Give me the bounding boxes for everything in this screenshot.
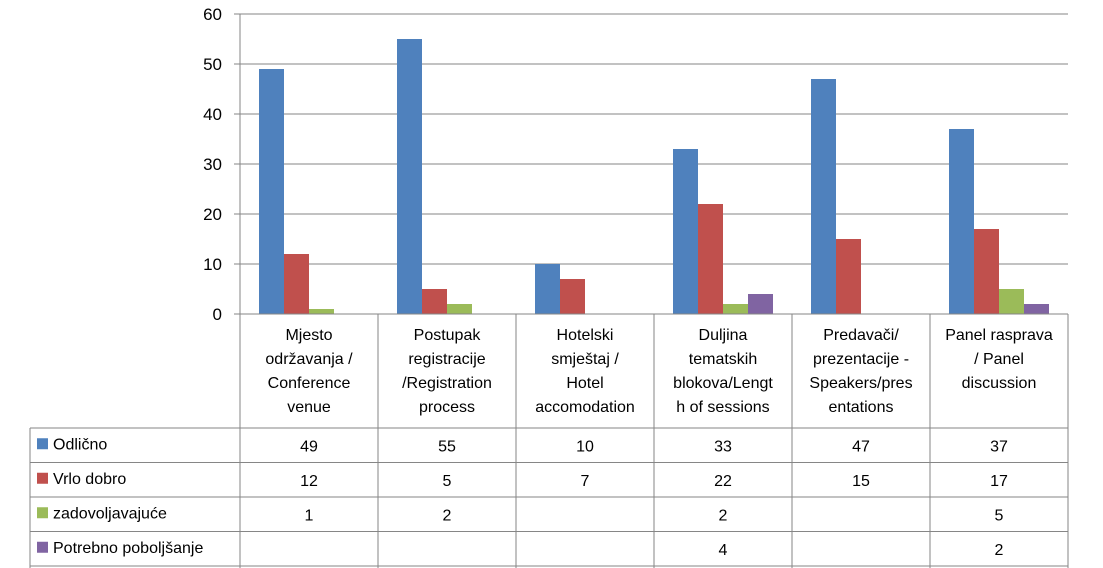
category-label: Predavači/prezentacije - Speakers/pres ent… — [809, 327, 912, 416]
bar — [397, 39, 422, 314]
bar — [723, 304, 748, 314]
category-label-line: discussion — [962, 375, 1037, 392]
legend-key — [37, 472, 48, 484]
bar — [259, 69, 284, 314]
data-table-value: 49 — [300, 438, 318, 455]
data-table-value: 1 — [305, 507, 314, 524]
category-label: Duljina tematskih blokova/Lengt h of sessio… — [673, 327, 773, 416]
data-table-value: 55 — [438, 438, 456, 455]
bar — [1024, 304, 1049, 314]
category-label-line: smještaj / — [551, 351, 619, 368]
category-label-line: Speakers/pres — [809, 375, 912, 392]
bar — [698, 204, 723, 314]
category-label-line: Panel rasprava — [945, 327, 1053, 344]
legend-label: Odlično — [53, 436, 107, 453]
data-table-value: 17 — [990, 473, 1008, 490]
bar — [949, 129, 974, 314]
legend-label: Vrlo dobro — [53, 471, 126, 488]
bar — [560, 279, 585, 314]
data-table-value: 2 — [719, 507, 728, 524]
category-label: Mjesto održavanja / Conference venue — [265, 327, 353, 416]
category-label: Panel rasprava / Panel discussion — [945, 327, 1053, 392]
bar — [811, 79, 836, 314]
category-label-line: / Panel — [974, 351, 1024, 368]
legend-key — [37, 507, 48, 519]
category-label-line: Hotel — [566, 375, 603, 392]
data-table-value: 12 — [300, 473, 318, 490]
category-label: Postupak registracije/Registration process — [402, 327, 492, 416]
category-label-line: process — [419, 399, 475, 416]
bar — [535, 264, 560, 314]
category-label-line: Mjesto — [285, 327, 332, 344]
y-tick-label: 40 — [203, 105, 222, 124]
data-table-value: 15 — [852, 473, 870, 490]
legend-label: Potrebno poboljšanje — [53, 540, 203, 557]
category-label-line: održavanja / — [265, 351, 353, 368]
data-table-value: 10 — [576, 438, 594, 455]
legend-label: zadovoljavajuće — [53, 505, 167, 522]
category-label-line: registracije — [408, 351, 485, 368]
y-tick-label: 0 — [213, 305, 222, 324]
y-tick-label: 20 — [203, 205, 222, 224]
y-tick-label: 50 — [203, 55, 222, 74]
category-label-line: h of sessions — [676, 399, 769, 416]
bar — [447, 304, 472, 314]
data-table-value: 4 — [719, 542, 728, 559]
bar — [836, 239, 861, 314]
category-label-line: tematskih — [689, 351, 757, 368]
bar — [974, 229, 999, 314]
data-table-value: 22 — [714, 473, 732, 490]
category-label: Hotelski smještaj / Hotel accomodation — [535, 327, 635, 416]
y-tick-label: 60 — [203, 5, 222, 24]
data-table-value: 33 — [714, 438, 732, 455]
category-label-line: Predavači/ — [823, 327, 899, 344]
data-table-value: 5 — [443, 473, 452, 490]
data-table-value: 5 — [995, 507, 1004, 524]
category-label-line: entations — [829, 399, 894, 416]
bar — [422, 289, 447, 314]
bar — [673, 149, 698, 314]
bar — [999, 289, 1024, 314]
data-table-value: 47 — [852, 438, 870, 455]
data-table-value: 7 — [581, 473, 590, 490]
y-tick-label: 30 — [203, 155, 222, 174]
category-label-line: blokova/Lengt — [673, 375, 773, 392]
y-tick-label: 10 — [203, 255, 222, 274]
category-label-line: /Registration — [402, 375, 492, 392]
data-table-value: 2 — [443, 507, 452, 524]
category-label-line: prezentacije - — [813, 351, 909, 368]
category-label-line: Duljina — [699, 327, 748, 344]
category-label-line: accomodation — [535, 399, 635, 416]
bar — [309, 309, 334, 314]
legend-key — [37, 438, 48, 450]
category-label-line: Hotelski — [557, 327, 614, 344]
data-table-value: 37 — [990, 438, 1008, 455]
data-table-value: 2 — [995, 542, 1004, 559]
bar — [284, 254, 309, 314]
category-label-line: venue — [287, 399, 331, 416]
category-label-line: Conference — [268, 375, 351, 392]
bar — [748, 294, 773, 314]
category-label-line: Postupak — [414, 327, 482, 344]
legend-key — [37, 541, 48, 553]
